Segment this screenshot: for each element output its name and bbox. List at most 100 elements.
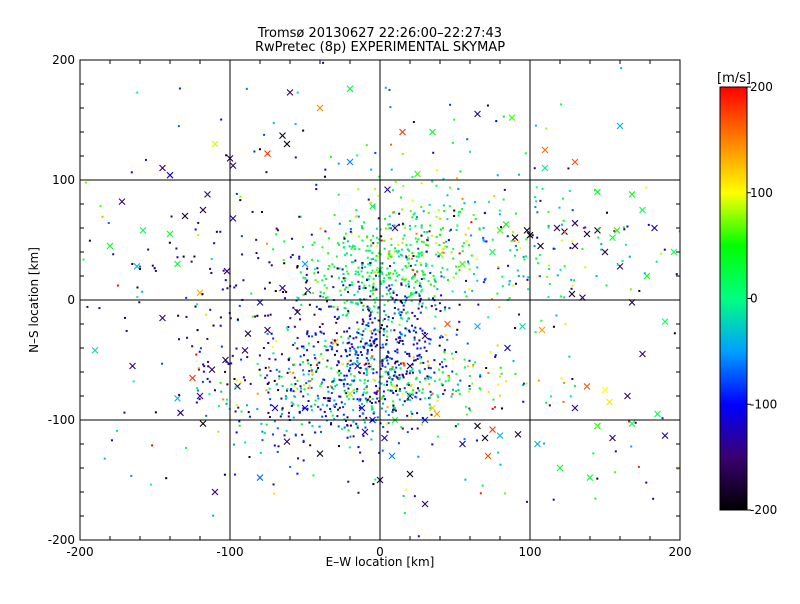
data-point-dot bbox=[384, 410, 387, 413]
data-point-dot bbox=[552, 325, 555, 328]
data-point-dot bbox=[193, 255, 196, 258]
data-point-dot bbox=[560, 103, 563, 106]
data-point-dot bbox=[427, 211, 430, 214]
data-point-dot bbox=[396, 376, 399, 379]
data-point-dot bbox=[581, 247, 584, 250]
data-point-dot bbox=[351, 345, 354, 348]
data-point-dot bbox=[458, 392, 461, 395]
data-point-dot bbox=[392, 374, 395, 377]
data-point-dot bbox=[283, 262, 286, 265]
data-point-dot bbox=[396, 360, 399, 363]
data-point-dot bbox=[446, 218, 449, 221]
data-point-dot bbox=[240, 410, 243, 413]
data-point-dot bbox=[289, 465, 292, 468]
data-point-dot bbox=[342, 385, 345, 388]
data-point-dot bbox=[266, 382, 269, 385]
data-point-dot bbox=[466, 138, 469, 141]
data-point-dot bbox=[361, 402, 364, 405]
data-point-dot bbox=[514, 373, 517, 376]
data-point-dot bbox=[381, 402, 384, 405]
data-point-dot bbox=[428, 203, 431, 206]
data-point-dot bbox=[468, 359, 471, 362]
data-point-dot bbox=[317, 271, 320, 274]
data-point-dot bbox=[461, 245, 464, 248]
data-point-dot bbox=[296, 265, 299, 268]
data-point-dot bbox=[270, 332, 273, 335]
data-point-dot bbox=[560, 377, 563, 380]
data-point-dot bbox=[318, 361, 321, 364]
data-point-dot bbox=[365, 144, 368, 147]
data-point-cross bbox=[444, 320, 451, 328]
data-point-dot bbox=[325, 296, 328, 299]
data-point-dot bbox=[512, 284, 515, 287]
data-point-dot bbox=[346, 362, 349, 365]
data-point-cross bbox=[294, 308, 301, 316]
data-point-dot bbox=[391, 389, 394, 392]
data-point-dot bbox=[370, 419, 373, 422]
data-point-dot bbox=[443, 348, 446, 351]
data-point-dot bbox=[501, 407, 504, 410]
data-point-dot bbox=[456, 328, 459, 331]
data-point-dot bbox=[348, 284, 351, 287]
data-point-dot bbox=[144, 158, 147, 161]
data-point-dot bbox=[260, 211, 263, 214]
data-point-dot bbox=[347, 310, 350, 313]
data-point-dot bbox=[330, 386, 333, 389]
data-point-dot bbox=[419, 252, 422, 255]
data-point-dot bbox=[317, 340, 320, 343]
data-point-dot bbox=[487, 390, 490, 393]
data-point-cross bbox=[286, 89, 294, 96]
data-point-dot bbox=[361, 226, 364, 229]
data-point-dot bbox=[355, 352, 358, 355]
data-point-dot bbox=[467, 262, 470, 265]
data-point-dot bbox=[396, 348, 399, 351]
data-point-dot bbox=[370, 258, 373, 261]
data-point-dot bbox=[563, 296, 566, 299]
data-point-dot bbox=[317, 259, 320, 262]
data-point-cross bbox=[481, 434, 489, 442]
data-point-dot bbox=[331, 414, 334, 417]
data-point-dot bbox=[322, 378, 325, 381]
data-point-dot bbox=[645, 186, 648, 189]
data-point-dot bbox=[357, 328, 360, 331]
data-point-dot bbox=[390, 383, 393, 386]
data-point-dot bbox=[356, 398, 359, 401]
data-point-dot bbox=[357, 362, 360, 365]
data-point-dot bbox=[392, 391, 395, 394]
data-point-dot bbox=[378, 175, 381, 178]
data-point-dot bbox=[279, 415, 282, 418]
data-point-dot bbox=[414, 225, 417, 228]
data-point-dot bbox=[263, 133, 266, 136]
data-point-dot bbox=[419, 297, 422, 300]
data-point-cross bbox=[601, 386, 609, 394]
data-point-dot bbox=[445, 245, 448, 248]
data-point-dot bbox=[414, 359, 417, 362]
data-point-dot bbox=[518, 313, 521, 316]
data-point-dot bbox=[412, 343, 415, 346]
data-point-dot bbox=[553, 247, 556, 250]
data-point-dot bbox=[392, 407, 395, 410]
data-point-dot bbox=[410, 427, 413, 430]
data-point-dot bbox=[400, 426, 403, 429]
data-point-dot bbox=[356, 303, 359, 306]
data-point-dot bbox=[343, 279, 346, 282]
data-point-dot bbox=[416, 347, 419, 350]
data-point-dot bbox=[302, 369, 305, 372]
data-point-dot bbox=[366, 244, 369, 247]
data-point-dot bbox=[379, 253, 382, 256]
data-point-dot bbox=[342, 314, 345, 317]
data-point-dot bbox=[538, 254, 541, 257]
data-point-dot bbox=[660, 252, 663, 255]
data-point-dot bbox=[151, 444, 154, 447]
data-point-dot bbox=[391, 365, 394, 368]
data-point-dot bbox=[534, 206, 537, 209]
data-point-dot bbox=[365, 357, 368, 360]
y-tick-label: -200 bbox=[48, 533, 75, 547]
data-point-dot bbox=[406, 320, 409, 323]
data-point-dot bbox=[345, 314, 348, 317]
data-point-dot bbox=[103, 457, 106, 460]
data-point-dot bbox=[309, 364, 312, 367]
data-point-dot bbox=[570, 278, 573, 281]
data-point-cross bbox=[189, 374, 196, 382]
data-point-dot bbox=[494, 354, 497, 357]
